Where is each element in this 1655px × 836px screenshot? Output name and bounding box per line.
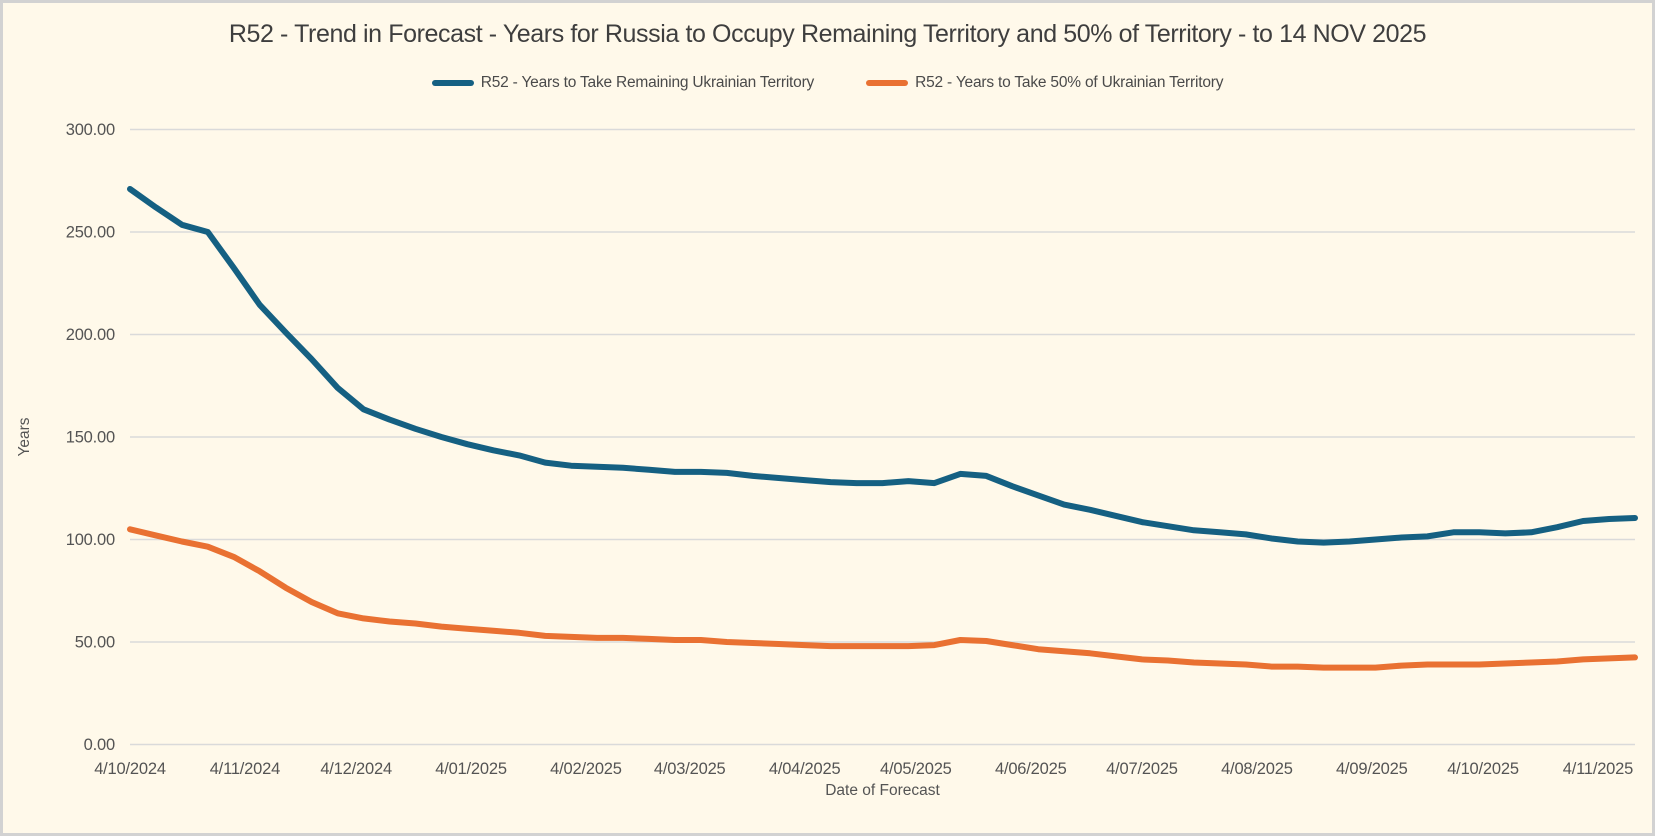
series-line-remaining-territory[interactable] — [127, 186, 1638, 546]
x-axis-title: Date of Forecast — [825, 782, 940, 799]
legend-label-50pct-territory: R52 - Years to Take 50% of Ukrainian Ter… — [915, 74, 1224, 91]
x-tick-label: 4/01/2025 — [435, 760, 507, 778]
y-tick-label: 0.00 — [84, 736, 115, 754]
legend-item-50pct-territory[interactable]: R52 - Years to Take 50% of Ukrainian Ter… — [866, 74, 1223, 92]
y-tick-label: 300.00 — [66, 121, 115, 139]
y-tick-label: 100.00 — [66, 531, 115, 549]
y-tick-label: 250.00 — [66, 224, 115, 242]
x-tick-label: 4/02/2025 — [550, 760, 622, 778]
legend-swatch-50pct-territory — [866, 80, 909, 86]
x-tick-label: 4/07/2025 — [1106, 760, 1178, 778]
x-tick-label: 4/12/2024 — [320, 760, 392, 778]
chart-title: R52 - Trend in Forecast - Years for Russ… — [228, 20, 1427, 48]
legend-item-remaining-territory[interactable]: R52 - Years to Take Remaining Ukrainian … — [431, 74, 815, 92]
legend-swatch-remaining-territory — [431, 80, 474, 86]
x-tick-label: 4/10/2024 — [94, 760, 166, 778]
y-tick-label: 200.00 — [66, 326, 115, 344]
plot-area: 0.00 50.00 100.00 150.00 200.00 250.00 300.00 4… — [66, 121, 1638, 778]
y-tick-label: 150.00 — [66, 429, 115, 447]
series-line-50pct-territory[interactable] — [127, 526, 1638, 671]
x-tick-label: 4/05/2025 — [880, 760, 952, 778]
x-tick-label: 4/06/2025 — [995, 760, 1067, 778]
legend-label-remaining-territory: R52 - Years to Take Remaining Ukrainian … — [480, 74, 815, 91]
legend: R52 - Years to Take Remaining Ukrainian … — [3, 74, 1652, 92]
y-tick-label: 50.00 — [75, 634, 115, 652]
x-tick-label: 4/09/2025 — [1336, 760, 1408, 778]
x-tick-label: 4/03/2025 — [654, 760, 726, 778]
x-tick-label: 4/11/2024 — [210, 760, 280, 778]
x-tick-label: 4/11/2025 — [1563, 760, 1633, 778]
x-tick-label: 4/08/2025 — [1221, 760, 1293, 778]
x-tick-label: 4/04/2025 — [769, 760, 841, 778]
x-tick-label: 4/10/2025 — [1447, 760, 1519, 778]
